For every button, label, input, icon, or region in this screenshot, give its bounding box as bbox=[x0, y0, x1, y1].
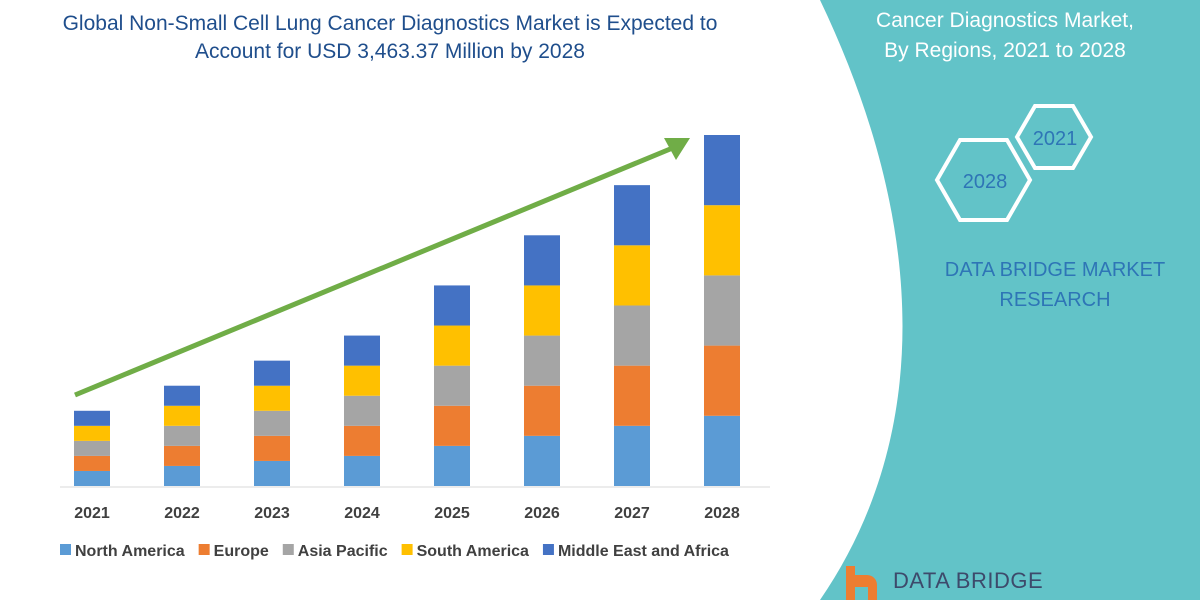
logo-text: DATA BRIDGE bbox=[893, 568, 1044, 593]
bar-segment-south-america-2027 bbox=[614, 245, 650, 306]
bar-segment-asia-pacific-2025 bbox=[434, 365, 470, 406]
bar-segment-asia-pacific-2021 bbox=[74, 440, 110, 456]
bar-segment-south-america-2021 bbox=[74, 425, 110, 441]
bar-segment-north-america-2026 bbox=[524, 435, 560, 486]
x-tick-label: 2025 bbox=[434, 505, 470, 522]
bar-segment-middle-east-and-africa-2023 bbox=[254, 360, 290, 386]
legend-swatch bbox=[401, 544, 413, 555]
bar-segment-middle-east-and-africa-2028 bbox=[704, 135, 740, 206]
side-title-line2: By Regions, 2021 to 2028 bbox=[884, 39, 1126, 62]
bar-segment-north-america-2021 bbox=[74, 470, 110, 486]
bar-segment-middle-east-and-africa-2024 bbox=[344, 335, 380, 366]
bar-segment-middle-east-and-africa-2025 bbox=[434, 285, 470, 326]
logo-icon bbox=[846, 566, 877, 600]
bar-segment-north-america-2025 bbox=[434, 445, 470, 486]
chart-title: Global Non-Small Cell Lung Cancer Diagno… bbox=[62, 12, 718, 63]
legend-swatch bbox=[282, 544, 294, 555]
x-tick-label: 2026 bbox=[524, 505, 560, 522]
bar-segment-europe-2028 bbox=[704, 345, 740, 416]
x-tick-label: 2027 bbox=[614, 505, 650, 522]
x-tick-label: 2023 bbox=[254, 505, 290, 522]
bar-segment-europe-2026 bbox=[524, 385, 560, 436]
bar-segment-europe-2022 bbox=[164, 445, 200, 466]
bar-segment-north-america-2023 bbox=[254, 460, 290, 486]
bar-segment-asia-pacific-2023 bbox=[254, 410, 290, 436]
brand-line1: DATA BRIDGE MARKET bbox=[944, 259, 1166, 281]
legend-item: Asia Pacific bbox=[298, 543, 388, 560]
legend-item: Middle East and Africa bbox=[558, 543, 729, 560]
bar-segment-south-america-2022 bbox=[164, 405, 200, 426]
chart-area: 2021 2022 2023 2024 2025 2026 2027 2028 North Am… bbox=[60, 135, 770, 560]
bar-segment-south-america-2023 bbox=[254, 385, 290, 411]
legend-item: South America bbox=[417, 543, 529, 560]
bar-segment-north-america-2024 bbox=[344, 455, 380, 486]
side-title-line1: Cancer Diagnostics Market, bbox=[876, 9, 1134, 32]
bar-segment-europe-2021 bbox=[74, 455, 110, 471]
bar-segment-south-america-2028 bbox=[704, 205, 740, 276]
hexagon-2028 bbox=[934, 138, 1033, 222]
bar-segment-north-america-2022 bbox=[164, 465, 200, 486]
bar-segment-north-america-2027 bbox=[614, 425, 650, 486]
trend-arrow-head-icon bbox=[664, 138, 690, 160]
bar-segment-asia-pacific-2028 bbox=[704, 275, 740, 346]
bar-segment-asia-pacific-2024 bbox=[344, 395, 380, 426]
bar-segment-south-america-2026 bbox=[524, 285, 560, 336]
hex-2021-label: 2021 bbox=[1033, 128, 1078, 150]
brand-text: DATA BRIDGE MARKET RESEARCH bbox=[930, 255, 1180, 315]
bar-segment-europe-2023 bbox=[254, 435, 290, 461]
bar-segment-north-america-2028 bbox=[704, 415, 740, 486]
bar-segment-asia-pacific-2027 bbox=[614, 305, 650, 366]
teal-panel bbox=[820, 0, 1200, 600]
bar-segment-south-america-2025 bbox=[434, 325, 470, 366]
bar-segment-middle-east-and-africa-2027 bbox=[614, 185, 650, 246]
hexagon-2021 bbox=[1014, 104, 1094, 170]
bar-segment-europe-2025 bbox=[434, 405, 470, 446]
trend-arrow-line bbox=[74, 144, 676, 398]
legend-item: North America bbox=[75, 543, 185, 560]
side-panel-title: Cancer Diagnostics Market, By Regions, 2… bbox=[850, 6, 1160, 66]
legend-swatch bbox=[198, 544, 210, 555]
hex-2028-label: 2028 bbox=[963, 171, 1008, 193]
legend-swatch bbox=[542, 544, 554, 555]
x-tick-label: 2028 bbox=[704, 505, 740, 522]
x-tick-label: 2024 bbox=[344, 505, 380, 522]
bar-segment-europe-2024 bbox=[344, 425, 380, 456]
legend-swatch bbox=[60, 544, 71, 555]
bar-segment-middle-east-and-africa-2026 bbox=[524, 235, 560, 286]
bar-segment-middle-east-and-africa-2022 bbox=[164, 385, 200, 406]
x-tick-label: 2022 bbox=[164, 505, 200, 522]
brand-line2: RESEARCH bbox=[999, 289, 1111, 311]
bar-segment-asia-pacific-2022 bbox=[164, 425, 200, 446]
bar-segment-middle-east-and-africa-2021 bbox=[74, 410, 110, 426]
bar-segment-asia-pacific-2026 bbox=[524, 335, 560, 386]
x-tick-label: 2021 bbox=[74, 505, 110, 522]
bar-segment-europe-2027 bbox=[614, 365, 650, 426]
legend-item: Europe bbox=[214, 543, 269, 560]
bar-segment-south-america-2024 bbox=[344, 365, 380, 396]
